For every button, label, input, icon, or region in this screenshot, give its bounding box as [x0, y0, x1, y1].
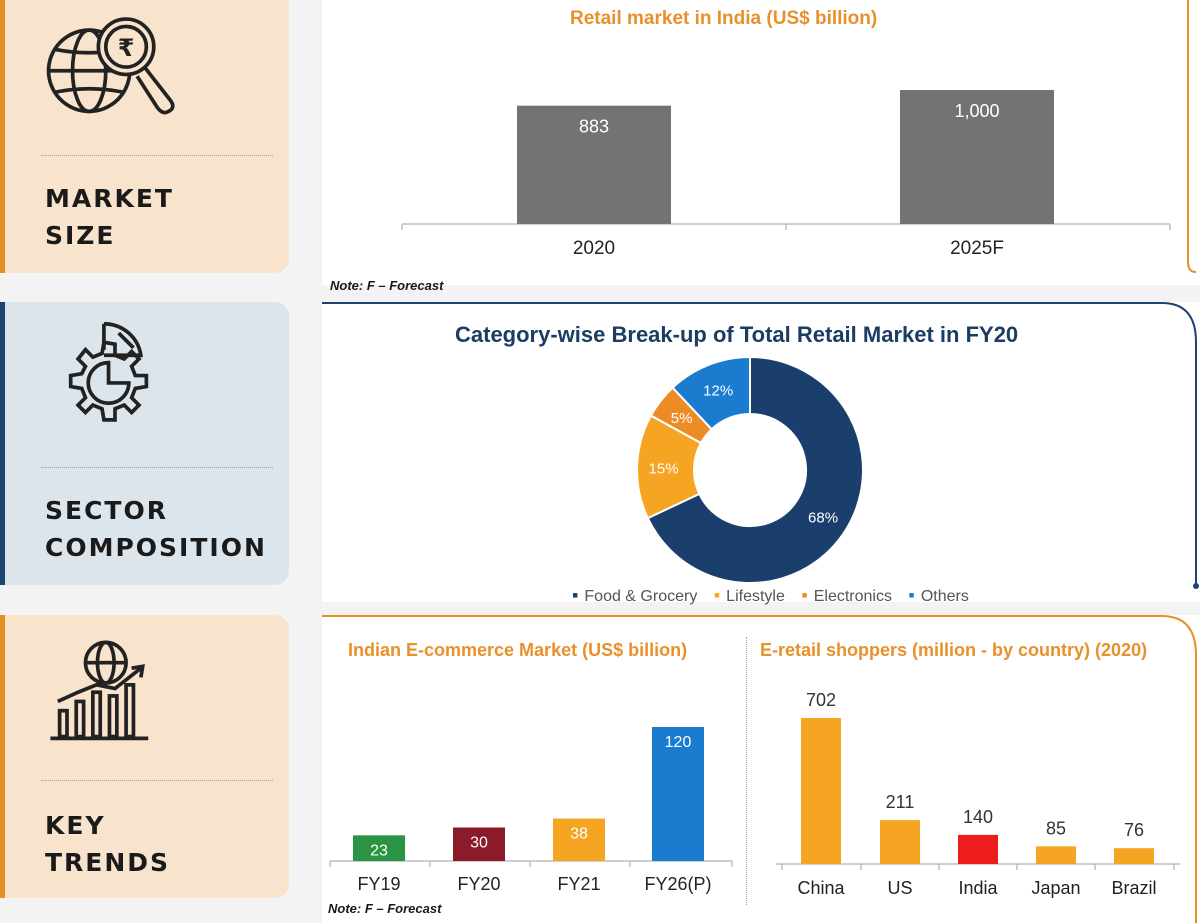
legend-item-food-grocery: ▪ Food & Grocery: [572, 585, 698, 605]
eretail-shoppers-chart: 702 China 211 US 140 India 85 Japan 76 Brazil: [776, 690, 1180, 898]
slice-value-label: 68%: [808, 509, 838, 526]
key-trends-label: KEY TRENDS: [45, 811, 171, 877]
bar-value-label: 1,000: [954, 101, 999, 121]
category-breakup-chart-title: Category-wise Break-up of Total Retail M…: [455, 322, 1019, 347]
category-breakup-chart: 68% 15% 5% 12%: [636, 355, 864, 584]
bar-fy19: [353, 835, 405, 861]
legend-label: Others: [920, 588, 969, 605]
bar-value-label: 140: [963, 807, 993, 827]
legend-item-others: ▪ Others: [908, 585, 969, 605]
bar-value-label: 85: [1046, 818, 1066, 838]
section-border: [1187, 0, 1197, 273]
bar-us: [880, 820, 920, 864]
svg-text:₹: ₹: [118, 35, 135, 62]
slice-value-label: 12%: [703, 383, 733, 400]
bar-value-label: 883: [579, 117, 609, 137]
globe-rupee-magnifier-icon: ₹: [46, 17, 175, 115]
retail-market-chart: 883 2020 1,000 2025F: [401, 90, 1171, 259]
x-tick-label: FY26(P): [644, 874, 711, 894]
x-tick-label: FY19: [357, 874, 400, 894]
legend-label: Electronics: [813, 588, 892, 605]
x-tick-label: Japan: [1031, 878, 1080, 898]
bar-china: [801, 718, 841, 864]
legend-item-lifestyle: ▪ Lifestyle: [713, 585, 785, 605]
x-tick-label: FY20: [457, 874, 500, 894]
sector-composition-label: SECTOR COMPOSITION: [45, 496, 267, 562]
category-legend: ▪ Food & Grocery ▪ Lifestyle ▪ Electronics …: [572, 585, 981, 606]
slice-value-label: 5%: [671, 410, 693, 427]
bar-japan: [1036, 846, 1076, 864]
section-border: [322, 615, 1197, 923]
bar-2025f: [900, 90, 1054, 224]
sector-composition-panel: SECTOR COMPOSITION: [0, 302, 289, 585]
ecommerce-market-chart: 23 FY19 30 FY20 38 FY21 120 FY26(P): [329, 727, 733, 894]
gear-pie-icon: [68, 322, 149, 422]
panel-divider: [41, 155, 273, 156]
key-trends-section: Indian E-commerce Market (US$ billion) E…: [322, 615, 1200, 923]
bar-india: [958, 834, 998, 864]
bar-value-label: 211: [886, 792, 915, 812]
x-tick-label: India: [958, 878, 998, 898]
legend-dot: ▪: [572, 585, 579, 605]
bar-value-label: 38: [570, 826, 588, 843]
legend-label: Lifestyle: [726, 588, 785, 605]
retail-market-section: Retail market in India (US$ billion) 883…: [322, 0, 1200, 293]
legend-item-electronics: ▪ Electronics: [801, 585, 892, 605]
market-size-panel: ₹ MARKET SIZE: [0, 0, 289, 273]
bar-fy26-p: [652, 727, 704, 861]
chart-separator: [746, 637, 747, 905]
bar-value-label: 30: [470, 835, 488, 852]
legend-label: Food & Grocery: [584, 588, 698, 605]
slice-food-grocery: [646, 355, 864, 584]
sector-composition-section: Category-wise Break-up of Total Retail M…: [322, 302, 1200, 605]
forecast-note: Note: F – Forecast: [328, 901, 442, 916]
ecommerce-chart-title: Indian E-commerce Market (US$ billion): [348, 640, 688, 660]
slice-value-label: 15%: [649, 460, 679, 477]
retail-market-chart-title: Retail market in India (US$ billion): [570, 8, 878, 29]
bar-value-label: 76: [1124, 820, 1144, 840]
section-border: [322, 302, 1199, 589]
x-tick-label: 2025F: [950, 238, 1004, 259]
bar-value-label: 120: [665, 734, 692, 751]
bar-fy20: [453, 827, 505, 861]
legend-dot: ▪: [801, 585, 808, 605]
x-tick-label: China: [797, 878, 845, 898]
forecast-note: Note: F – Forecast: [330, 278, 444, 293]
legend-dot: ▪: [713, 585, 721, 605]
x-tick-label: Brazil: [1111, 878, 1156, 898]
bar-brazil: [1114, 848, 1154, 864]
panel-divider: [41, 780, 273, 781]
market-size-label: MARKET SIZE: [45, 184, 174, 250]
panel-divider: [41, 467, 273, 468]
bar-value-label: 702: [806, 690, 836, 710]
bar-2020: [517, 105, 671, 224]
bar-value-label: 23: [370, 842, 388, 859]
globe-growth-chart-icon: [50, 640, 149, 741]
eretail-chart-title: E-retail shoppers (million - by country)…: [760, 640, 1148, 660]
x-tick-label: 2020: [573, 238, 615, 259]
x-tick-label: US: [887, 878, 912, 898]
x-tick-label: FY21: [557, 874, 600, 894]
legend-dot: ▪: [908, 585, 915, 605]
bar-fy21: [553, 818, 605, 861]
slice-others: [671, 355, 751, 431]
key-trends-panel: KEY TRENDS: [0, 615, 289, 898]
